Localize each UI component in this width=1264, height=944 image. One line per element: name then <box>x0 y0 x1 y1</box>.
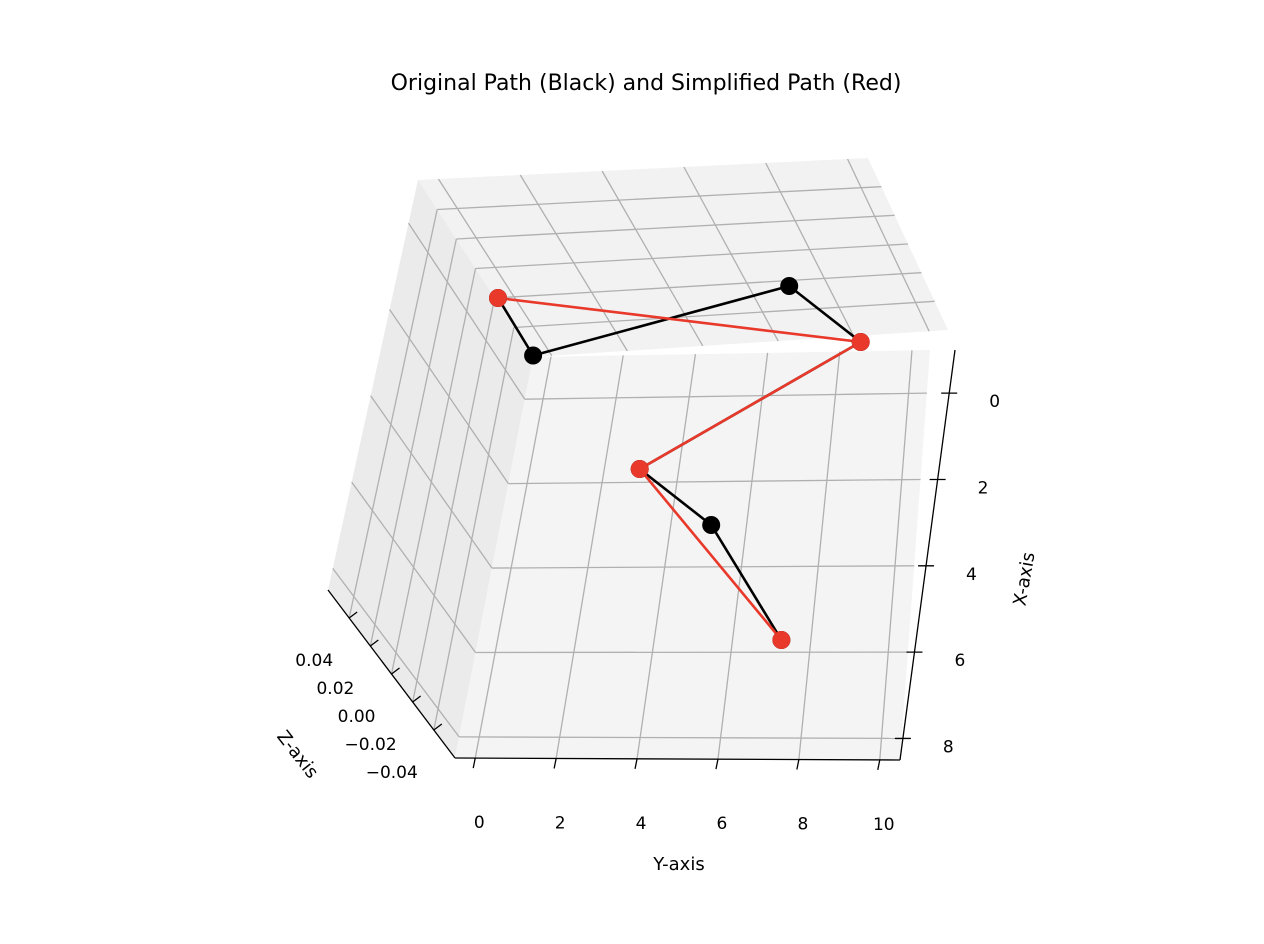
grid-line-x <box>524 392 927 400</box>
series-0-point <box>702 516 721 534</box>
grid-line-y <box>879 350 913 760</box>
series-1-point <box>630 460 649 478</box>
z-tick-label: 0.00 <box>338 707 376 727</box>
grid-line-y <box>717 352 769 760</box>
side-grid-line-z <box>348 209 438 619</box>
x-tick-label: 6 <box>954 651 965 671</box>
z-tick-mark <box>369 639 379 647</box>
z-tick-mark <box>433 723 443 731</box>
y-tick-label: 2 <box>555 813 566 833</box>
back-grid-line-z <box>494 272 922 299</box>
x-tick-label: 4 <box>966 565 977 585</box>
chart-title: Original Path (Black) and Simplified Pat… <box>391 71 902 96</box>
grid-line-y <box>555 355 624 759</box>
z-tick-label: −0.04 <box>366 763 418 783</box>
side-grid-line-z <box>412 297 496 703</box>
y-axis-line <box>454 757 901 761</box>
series-points <box>489 277 870 649</box>
side-grid-line-z <box>369 238 457 647</box>
back-grid-line-z <box>456 214 895 240</box>
z-tick-label: 0.04 <box>295 651 333 671</box>
y-tick-mark <box>553 758 557 769</box>
y-tick-label: 8 <box>797 815 808 835</box>
y-tick-mark <box>472 757 476 769</box>
grid-line-y <box>798 351 841 760</box>
z-tick-label: −0.02 <box>345 735 397 755</box>
x-axis-label: X-axis <box>1010 551 1040 608</box>
x-tick-label: 8 <box>943 737 954 757</box>
x-tick-label: 0 <box>989 392 1000 412</box>
y-tick-label: 6 <box>717 814 728 834</box>
grid-line-x <box>459 736 902 740</box>
grid-line-y <box>474 356 552 759</box>
series-1-point <box>489 289 507 307</box>
z-tick-mark <box>348 611 358 619</box>
z-axis-label: Z-axis <box>272 727 322 783</box>
y-tick-label: 4 <box>636 814 647 834</box>
y-tick-label: 0 <box>474 813 485 833</box>
series-1-point <box>851 333 870 351</box>
y-tick-mark <box>634 758 638 769</box>
y-tick-mark <box>796 759 800 770</box>
side-grid-line-z <box>390 268 477 675</box>
grid-line-y <box>636 354 697 759</box>
axis-panes <box>328 158 948 760</box>
back-grid-line-z <box>437 186 882 211</box>
back-grid-line-z <box>475 243 909 270</box>
grid-line-x <box>508 478 921 485</box>
series-0-point <box>524 346 543 365</box>
side-pane <box>328 180 533 758</box>
back-grid-line-z <box>513 300 935 329</box>
z-tick-label: 0.02 <box>316 679 354 699</box>
x-tick-label: 2 <box>978 478 989 498</box>
x-axis-line <box>899 349 956 761</box>
z-tick-mark <box>391 667 400 675</box>
y-axis-label: Y-axis <box>652 854 704 875</box>
side-grid-line-z <box>433 327 515 731</box>
y-tick-label: 10 <box>873 815 895 835</box>
y-tick-mark <box>877 759 881 771</box>
z-tick-mark <box>412 695 422 703</box>
series-line-1 <box>497 296 865 641</box>
grid-line-x <box>491 565 915 569</box>
grid-lines <box>332 158 935 760</box>
series-1-point <box>772 631 791 649</box>
floor-pane <box>455 350 930 760</box>
tick-labels: 0 2 4 6 8 10 0 2 4 6 8 0.04 0.02 0.00 −0.02 −0.04 <box>295 392 1000 835</box>
y-tick-mark <box>715 759 719 770</box>
series-0-point <box>780 277 799 295</box>
